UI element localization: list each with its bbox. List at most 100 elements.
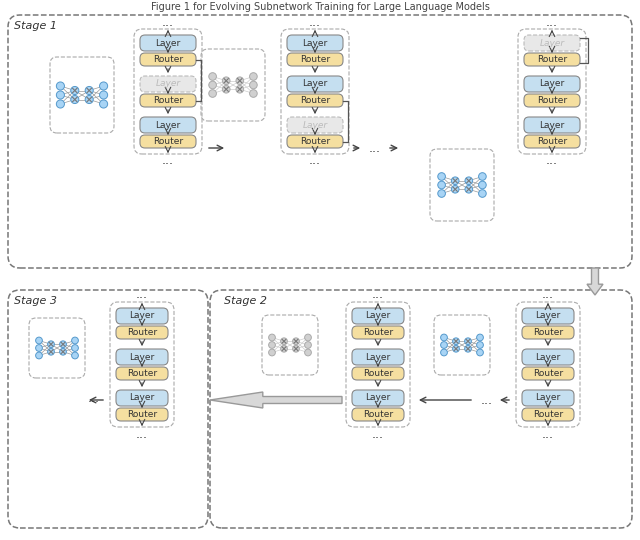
- Circle shape: [292, 346, 300, 352]
- Circle shape: [236, 85, 244, 93]
- Text: ...: ...: [546, 154, 558, 167]
- FancyBboxPatch shape: [116, 349, 168, 365]
- Circle shape: [479, 173, 486, 180]
- Circle shape: [60, 348, 67, 355]
- Circle shape: [56, 82, 65, 90]
- Text: Layer: Layer: [156, 120, 180, 130]
- Circle shape: [479, 190, 486, 197]
- Circle shape: [209, 81, 216, 89]
- Circle shape: [85, 96, 93, 104]
- Text: Router: Router: [533, 328, 563, 337]
- Text: ...: ...: [309, 16, 321, 29]
- Text: Figure 1 for Evolving Subnetwork Training for Large Language Models: Figure 1 for Evolving Subnetwork Trainin…: [150, 2, 490, 12]
- Text: Layer: Layer: [156, 79, 180, 89]
- Text: Router: Router: [300, 96, 330, 105]
- Circle shape: [72, 352, 78, 359]
- FancyBboxPatch shape: [352, 326, 404, 339]
- Circle shape: [477, 349, 483, 356]
- FancyBboxPatch shape: [140, 135, 196, 148]
- Circle shape: [72, 345, 78, 352]
- Text: Router: Router: [363, 369, 393, 378]
- FancyBboxPatch shape: [140, 35, 196, 51]
- FancyBboxPatch shape: [524, 135, 580, 148]
- Circle shape: [477, 334, 483, 341]
- Circle shape: [56, 100, 65, 108]
- Text: ...: ...: [309, 154, 321, 167]
- Circle shape: [465, 185, 472, 193]
- Text: Router: Router: [537, 96, 567, 105]
- Text: Layer: Layer: [540, 79, 564, 89]
- Text: Router: Router: [537, 137, 567, 146]
- Text: ...: ...: [136, 428, 148, 441]
- Text: Layer: Layer: [536, 394, 561, 402]
- Polygon shape: [210, 392, 342, 408]
- Text: Layer: Layer: [365, 312, 390, 321]
- Circle shape: [452, 346, 460, 352]
- Text: ...: ...: [542, 288, 554, 301]
- Circle shape: [465, 338, 472, 345]
- Circle shape: [250, 73, 257, 80]
- Circle shape: [56, 91, 65, 99]
- Text: Router: Router: [127, 410, 157, 419]
- Text: Router: Router: [153, 55, 183, 64]
- Circle shape: [305, 349, 312, 356]
- Circle shape: [452, 338, 460, 345]
- Circle shape: [477, 342, 483, 348]
- FancyBboxPatch shape: [140, 117, 196, 133]
- Circle shape: [305, 342, 312, 348]
- Circle shape: [438, 190, 445, 197]
- Text: Router: Router: [537, 55, 567, 64]
- Text: Router: Router: [533, 410, 563, 419]
- Circle shape: [479, 181, 486, 189]
- Text: Router: Router: [363, 328, 393, 337]
- FancyBboxPatch shape: [287, 35, 343, 51]
- Text: Layer: Layer: [536, 353, 561, 361]
- Circle shape: [71, 86, 79, 94]
- FancyBboxPatch shape: [522, 390, 574, 406]
- Circle shape: [71, 96, 79, 104]
- FancyBboxPatch shape: [352, 390, 404, 406]
- Circle shape: [47, 348, 54, 355]
- Text: ...: ...: [162, 16, 174, 29]
- FancyBboxPatch shape: [352, 308, 404, 324]
- Circle shape: [451, 185, 459, 193]
- Text: Layer: Layer: [129, 312, 155, 321]
- FancyBboxPatch shape: [287, 76, 343, 92]
- Text: ...: ...: [542, 428, 554, 441]
- Polygon shape: [587, 268, 603, 295]
- Circle shape: [47, 341, 54, 348]
- FancyBboxPatch shape: [116, 367, 168, 380]
- FancyBboxPatch shape: [524, 76, 580, 92]
- Circle shape: [72, 337, 78, 344]
- Text: Router: Router: [127, 328, 157, 337]
- Text: ...: ...: [136, 288, 148, 301]
- FancyBboxPatch shape: [522, 349, 574, 365]
- Text: Layer: Layer: [365, 353, 390, 361]
- Circle shape: [36, 337, 42, 344]
- Circle shape: [451, 177, 459, 185]
- Text: ...: ...: [162, 154, 174, 167]
- Text: Layer: Layer: [540, 120, 564, 130]
- Text: Router: Router: [363, 410, 393, 419]
- Text: ...: ...: [372, 428, 384, 441]
- Circle shape: [280, 346, 287, 352]
- Circle shape: [236, 77, 244, 85]
- Text: Layer: Layer: [540, 38, 564, 48]
- Text: Layer: Layer: [536, 312, 561, 321]
- Circle shape: [222, 77, 230, 85]
- Circle shape: [292, 338, 300, 345]
- Circle shape: [100, 82, 108, 90]
- FancyBboxPatch shape: [522, 367, 574, 380]
- Circle shape: [250, 90, 257, 97]
- Text: ...: ...: [369, 141, 381, 154]
- FancyBboxPatch shape: [352, 408, 404, 421]
- Circle shape: [440, 334, 447, 341]
- Text: Layer: Layer: [302, 38, 328, 48]
- Circle shape: [100, 100, 108, 108]
- Circle shape: [100, 91, 108, 99]
- Text: Stage 3: Stage 3: [15, 296, 58, 306]
- Text: Layer: Layer: [129, 353, 155, 361]
- FancyBboxPatch shape: [522, 408, 574, 421]
- Text: Layer: Layer: [302, 79, 328, 89]
- Text: Stage 1: Stage 1: [15, 21, 58, 31]
